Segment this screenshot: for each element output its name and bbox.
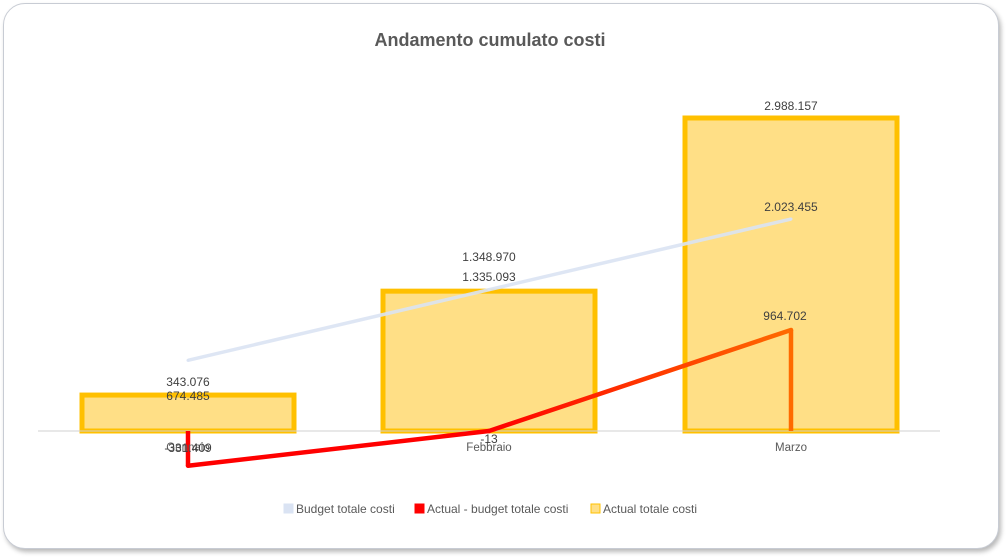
- legend-label-1: Actual - budget totale costi: [427, 502, 568, 516]
- data-label-diff-2: 964.702: [763, 309, 807, 323]
- legend-item-0: Budget totale costi: [283, 502, 395, 516]
- data-label-budget-0: 674.485: [166, 389, 210, 403]
- chart-title: Andamento cumulato costi: [374, 30, 605, 50]
- series-line-diff-seg2: [486, 327, 794, 434]
- bar-actual-marzo: [682, 115, 900, 434]
- legend-label-0: Budget totale costi: [296, 502, 395, 516]
- data-label-budget-2: 2.023.455: [764, 200, 818, 214]
- legend-swatch-2: [590, 503, 601, 514]
- legend-swatch-1: [414, 503, 425, 514]
- legend-label-2: Actual totale costi: [603, 502, 697, 516]
- point-budget-2: [789, 217, 793, 221]
- data-label-diff-1: -13: [480, 432, 498, 446]
- data-label-actual-0: 343.076: [166, 375, 210, 389]
- data-label-actual-1: 1.335.093: [462, 270, 516, 284]
- bar-actual-febbraio: [380, 288, 598, 434]
- data-label-budget-1: 1.348.970: [462, 250, 516, 264]
- legend: Budget totale costi Actual - budget total…: [283, 502, 697, 516]
- x-tick-marzo: Marzo: [775, 442, 807, 454]
- point-budget-0: [186, 358, 190, 362]
- x-tick-gennaio: Gennaio: [166, 442, 209, 454]
- point-budget-1: [487, 288, 491, 292]
- legend-item-2: Actual totale costi: [590, 502, 697, 516]
- data-label-diff-0: -331.409: [164, 441, 212, 455]
- data-label-actual-2: 2.988.157: [764, 99, 818, 113]
- x-tick-febbraio: Febbraio: [466, 442, 511, 454]
- legend-swatch-0: [283, 503, 294, 514]
- series-line-diff-seg1: [185, 428, 492, 468]
- legend-item-1: Actual - budget totale costi: [414, 502, 568, 516]
